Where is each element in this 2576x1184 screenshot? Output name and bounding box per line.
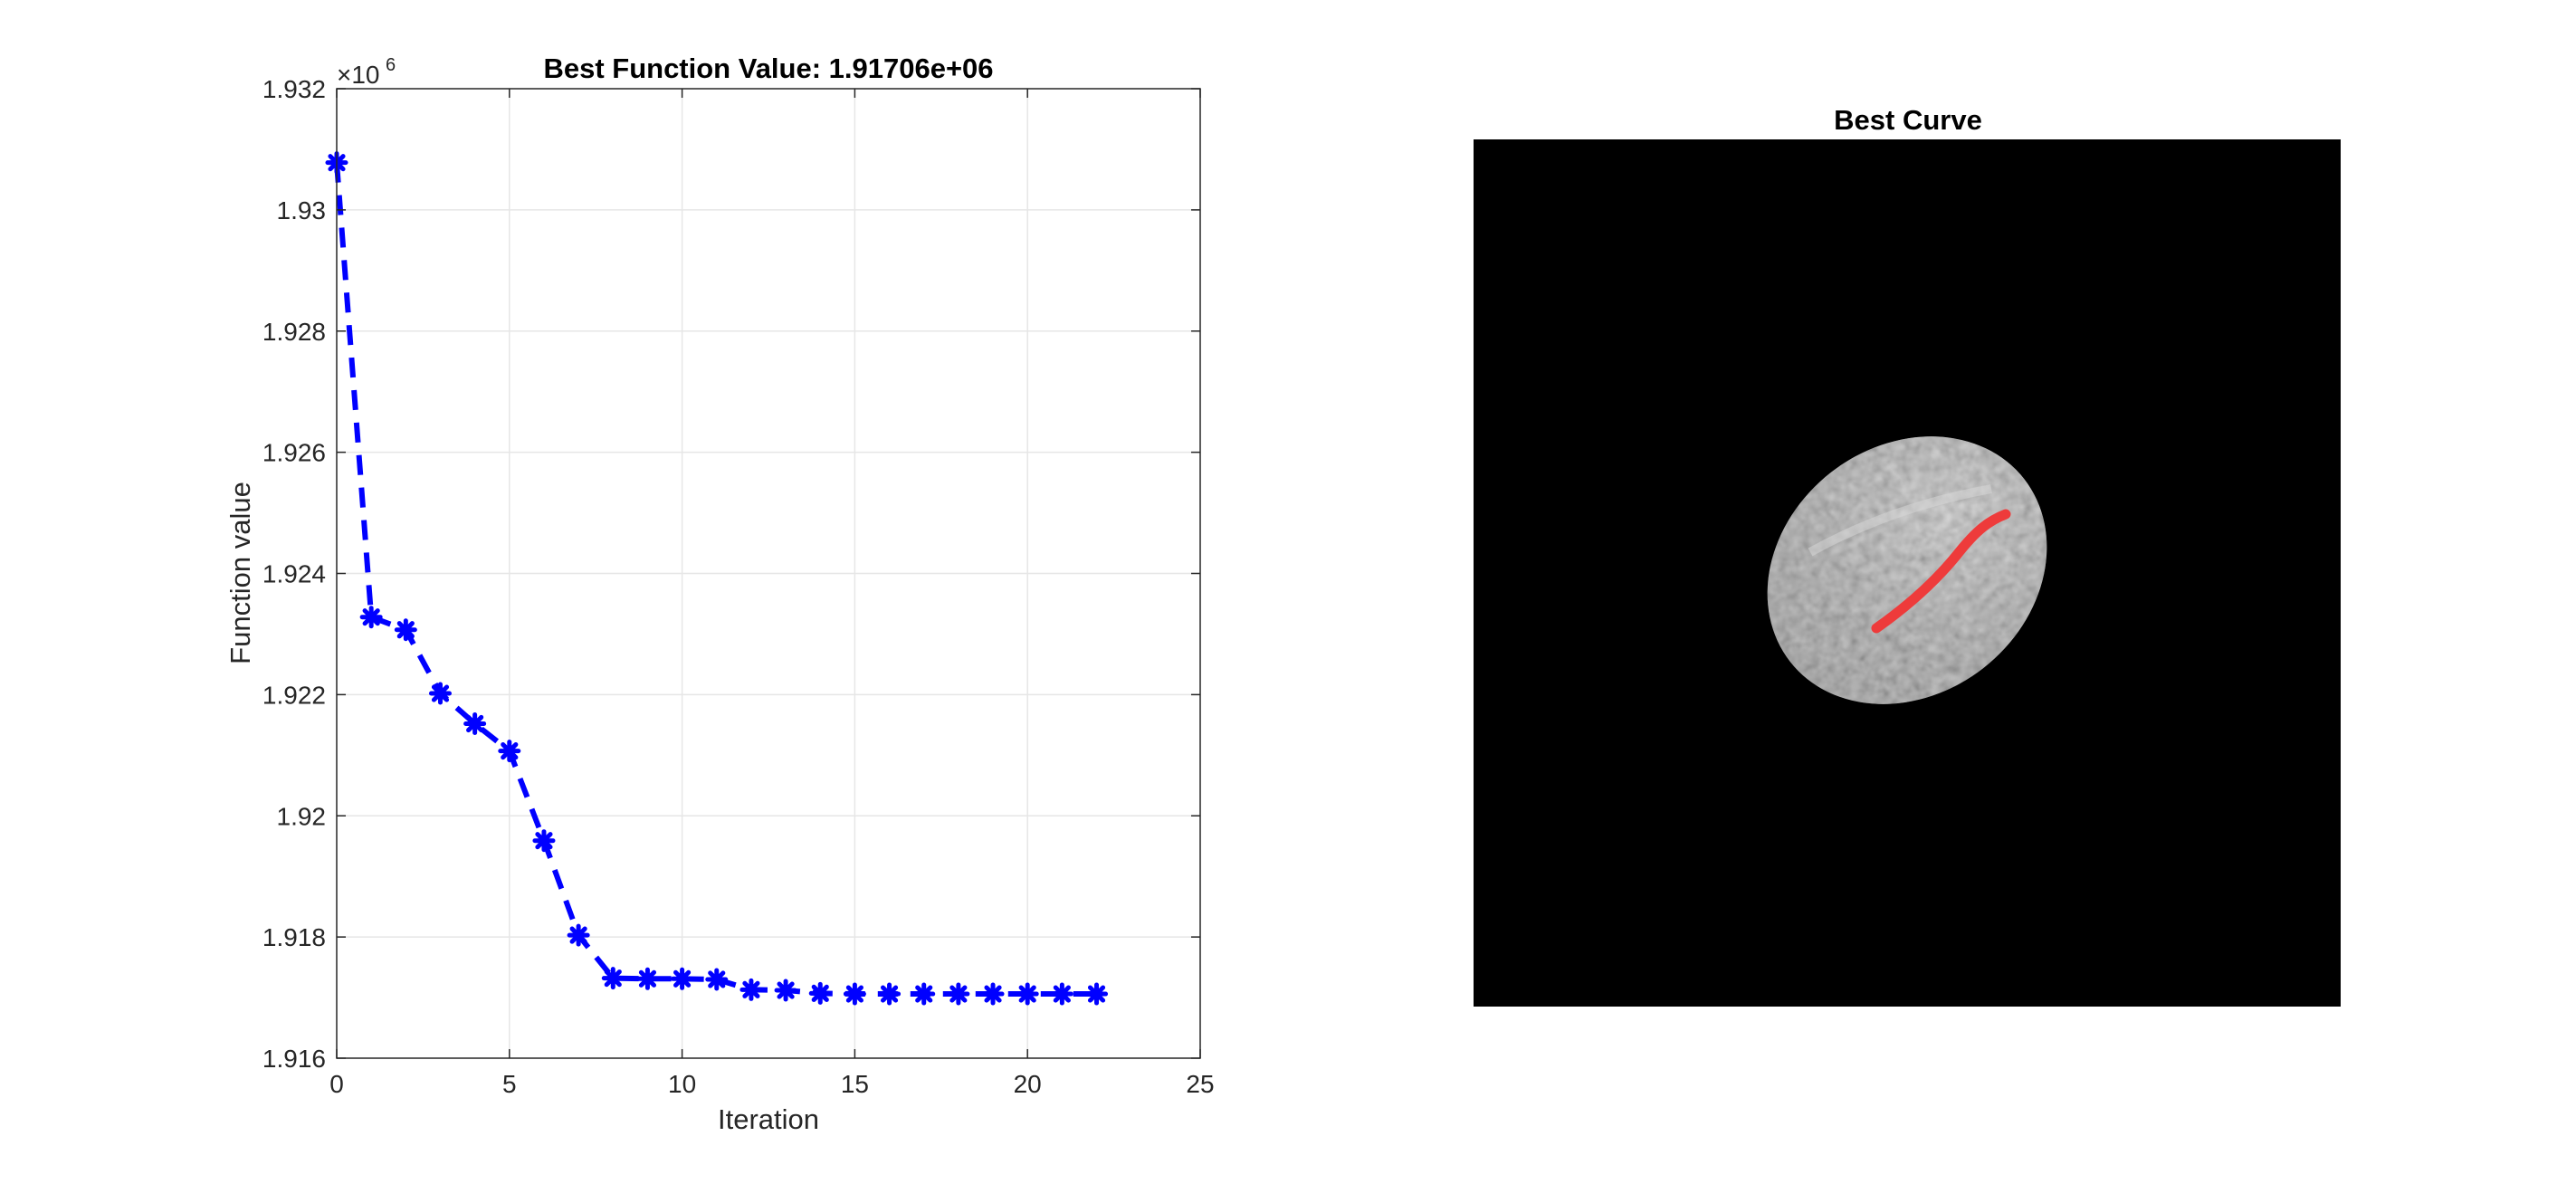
best-curve-line xyxy=(1871,509,2011,634)
x-tick-label: 0 xyxy=(329,1070,344,1098)
data-point xyxy=(843,982,866,1006)
x-tick-label: 15 xyxy=(841,1070,869,1098)
y-tick-label: 1.93 xyxy=(277,196,327,224)
x-tick-label: 20 xyxy=(1014,1070,1042,1098)
x-axis-label: Iteration xyxy=(718,1103,819,1135)
data-point xyxy=(359,606,383,629)
y-tick-label: 1.916 xyxy=(262,1045,326,1073)
y-exponent-power: 6 xyxy=(386,55,396,75)
data-point xyxy=(635,967,659,990)
y-exponent-base: ×10 xyxy=(337,61,380,89)
function-value-plot: 0 5 10 15 20 25 1.916 1.918 1.92 1.922 1.924 1.926… xyxy=(224,53,1215,1135)
y-tick-label: 1.922 xyxy=(262,681,326,709)
y-tick-label: 1.932 xyxy=(262,75,326,103)
x-tick-label: 10 xyxy=(668,1070,696,1098)
data-point xyxy=(947,982,970,1006)
data-point xyxy=(981,982,1005,1006)
data-point xyxy=(739,978,763,1001)
grid xyxy=(337,89,1200,1058)
data-point xyxy=(705,968,729,991)
best-curve-image-panel: Best Curve xyxy=(1474,104,2341,1007)
data-point xyxy=(774,979,797,1002)
data-point xyxy=(428,682,452,705)
data-point xyxy=(601,967,625,990)
x-tick-label: 5 xyxy=(502,1070,517,1098)
data-point xyxy=(912,982,936,1006)
y-axis-label: Function value xyxy=(224,482,256,664)
data-point xyxy=(671,967,694,990)
y-tick-label: 1.928 xyxy=(262,318,326,346)
x-axis-ticks: 0 5 10 15 20 25 xyxy=(329,89,1215,1098)
data-point xyxy=(394,618,417,642)
data-point xyxy=(1050,982,1073,1006)
y-tick-label: 1.92 xyxy=(277,802,327,830)
y-axis-ticks: 1.916 1.918 1.92 1.922 1.924 1.926 1.928 1.93 1.… xyxy=(262,75,1200,1073)
data-point xyxy=(1016,982,1039,1006)
data-point xyxy=(498,740,521,763)
data-point xyxy=(1085,982,1109,1006)
y-tick-label: 1.924 xyxy=(262,560,326,588)
series-layer xyxy=(325,151,1109,1006)
data-point xyxy=(463,712,487,736)
data-point xyxy=(567,923,590,947)
data-point xyxy=(878,982,902,1006)
data-point xyxy=(808,981,832,1005)
y-tick-label: 1.926 xyxy=(262,439,326,467)
y-tick-label: 1.918 xyxy=(262,923,326,951)
x-tick-label: 25 xyxy=(1186,1070,1214,1098)
image-title: Best Curve xyxy=(1834,104,1982,136)
chart-title: Best Function Value: 1.91706e+06 xyxy=(543,53,993,84)
data-point xyxy=(532,829,556,853)
